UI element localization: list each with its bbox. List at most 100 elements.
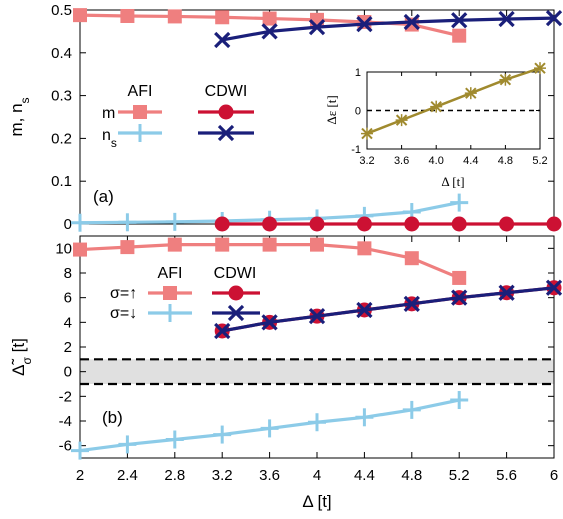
data-point-b <box>261 314 278 331</box>
panel-b-ticks: -6 -4 -2 0 2 4 6 8 10 2 2.4 2.8 3.2 3.6 4 4.4 4.8 5.2 5.6 6 <box>55 236 558 484</box>
panel-b-label: (b) <box>102 408 123 427</box>
data-point <box>262 11 277 26</box>
data-point <box>73 8 87 23</box>
panel-a: 0 0.1 0.2 0.3 0.4 0.5 (a) m, ns AFI CDWI m ns… <box>7 2 563 233</box>
data-point <box>403 13 420 31</box>
data-point <box>308 413 326 432</box>
data-point <box>450 193 469 212</box>
legend-marker <box>131 124 149 142</box>
panel-b-legend: AFI CDWI σ=↑ σ=↓ <box>110 265 260 322</box>
legend-a-row-ns: ns <box>102 127 117 150</box>
data-point <box>451 12 468 29</box>
data-point <box>120 240 135 255</box>
data-point <box>213 425 232 444</box>
y-tick-label: 8 <box>64 265 72 282</box>
y-tick-label: 2 <box>64 339 72 356</box>
data-point <box>73 242 87 257</box>
gap-band <box>80 359 554 384</box>
y-tick-label: -6 <box>59 438 72 455</box>
data-point <box>452 270 467 285</box>
legend-marker <box>133 105 147 119</box>
data-point <box>215 10 230 25</box>
x-tick-label: 3.6 <box>259 467 280 484</box>
y-tick-label: 4 <box>64 314 72 331</box>
panel-a-series <box>71 8 563 232</box>
panel-a-legend-symbols <box>118 104 254 142</box>
data-point-b <box>356 15 373 33</box>
data-point <box>262 216 278 232</box>
inset-x-tick-label: 5.2 <box>532 155 547 167</box>
data-point-b <box>498 284 515 301</box>
inset-y-tick-label: -1 <box>351 144 361 156</box>
panel-a-ylabel: m, ns <box>7 97 32 136</box>
legend-a-col-afi: AFI <box>128 83 153 100</box>
data-point-b <box>498 10 515 28</box>
legend-marker-b <box>227 304 245 322</box>
data-point <box>404 17 419 32</box>
panel-a-legend: AFI CDWI m ns <box>102 83 254 150</box>
legend-marker <box>218 104 234 120</box>
data-point <box>214 216 230 232</box>
data-point <box>452 28 467 43</box>
y-tick-label: 0 <box>64 216 72 233</box>
data-point-b <box>308 308 326 325</box>
inset-ticks: -1 0 1 3.2 3.6 4.0 4.4 4.8 5.2 <box>351 67 547 167</box>
x-tick-label: 2.4 <box>117 467 138 484</box>
data-point-b <box>451 289 468 306</box>
data-point-b <box>451 12 468 29</box>
data-point <box>404 216 420 232</box>
data-point-b <box>308 18 326 36</box>
panel-b-series <box>71 237 563 460</box>
data-point <box>499 216 515 232</box>
x-tick-label: 6 <box>550 467 558 484</box>
data-point <box>215 237 230 252</box>
series-line <box>221 286 555 333</box>
data-point-b <box>214 322 231 340</box>
x-tick-label: 4.4 <box>354 467 375 484</box>
legend-marker-b <box>217 124 235 142</box>
data-point-b <box>261 23 278 40</box>
x-tick-label: 5.6 <box>496 467 517 484</box>
inset-series <box>361 62 546 140</box>
x-tick-label: 2.8 <box>164 467 185 484</box>
y-tick-label: 6 <box>64 290 72 307</box>
inset-xlabel: Δ [t] <box>441 174 464 189</box>
data-point <box>308 308 326 325</box>
data-point-b <box>545 10 563 27</box>
x-tick-label: 5.2 <box>449 467 470 484</box>
data-point <box>451 289 468 306</box>
panel-b-xlabel: Δ [t] <box>302 492 331 511</box>
y-tick-label: 0.1 <box>51 173 72 190</box>
inset-x-tick-label: 4.8 <box>498 155 513 167</box>
y-tick-label: 0.3 <box>51 88 72 105</box>
legend-marker <box>161 304 179 322</box>
data-point-b <box>545 279 563 296</box>
y-tick-label: -2 <box>59 388 72 405</box>
legend-b-col-cdwi: CDWI <box>214 265 257 282</box>
data-point <box>71 441 89 460</box>
data-point-b <box>214 31 231 49</box>
inset-x-tick-label: 3.6 <box>394 155 409 167</box>
data-point <box>261 314 278 331</box>
data-point <box>403 295 420 312</box>
data-point <box>402 400 421 419</box>
inset-ylabel: Δε [t] <box>324 95 339 124</box>
y-tick-label: 10 <box>55 240 72 257</box>
data-point <box>356 15 373 33</box>
data-point <box>167 237 182 252</box>
legend-marker <box>217 124 235 142</box>
legend-a-col-cdwi: CDWI <box>205 83 248 100</box>
data-point-b <box>403 13 420 31</box>
inset-line <box>366 66 541 135</box>
data-point <box>309 216 325 232</box>
y-tick-label: -4 <box>59 413 72 430</box>
x-tick-label: 4 <box>313 467 321 484</box>
legend-a-row-m: m <box>102 105 115 122</box>
data-point <box>498 10 515 28</box>
data-point <box>214 31 231 49</box>
data-point <box>165 430 184 449</box>
inset-x-tick-label: 3.2 <box>359 155 374 167</box>
y-tick-label: 0.4 <box>51 45 72 62</box>
data-point <box>451 216 467 232</box>
